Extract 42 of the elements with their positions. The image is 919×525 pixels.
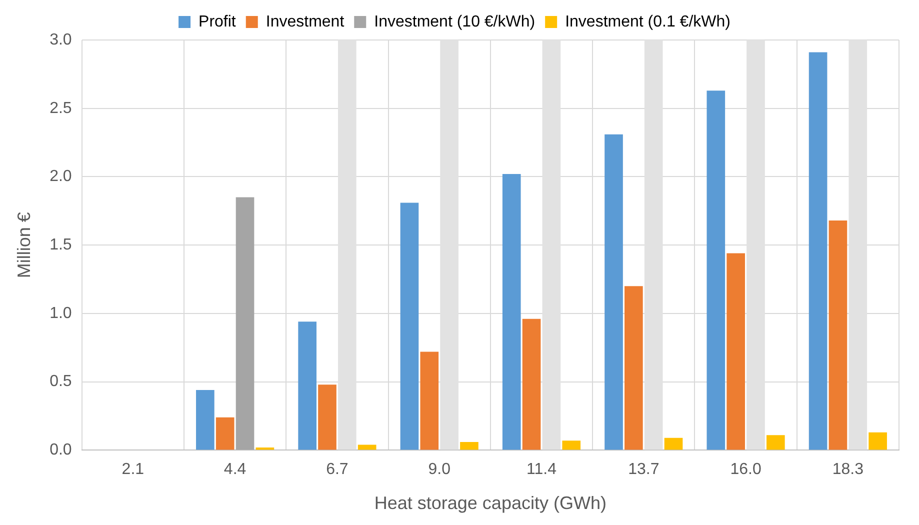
x-axis-title: Heat storage capacity (GWh) [374, 493, 606, 514]
x-tick-label: 13.7 [628, 461, 660, 478]
y-axis-title: Million € [14, 212, 34, 278]
bar [502, 174, 521, 450]
y-tick-label: 0.0 [50, 442, 72, 459]
y-tick-label: 0.5 [50, 373, 72, 390]
legend-label: Investment (10 €/kWh) [374, 13, 536, 30]
x-tick-label: 2.1 [122, 461, 144, 478]
legend-label: Investment (0.1 €/kWh) [565, 13, 730, 30]
bar [828, 220, 848, 450]
x-tick-label: 9.0 [428, 461, 451, 478]
bar [522, 318, 541, 450]
x-tick-label: 16.0 [730, 461, 762, 478]
y-tick-label: 2.5 [50, 100, 72, 117]
bar [706, 90, 726, 450]
bar [766, 435, 785, 450]
bar [624, 286, 643, 450]
y-tick-label: 2.0 [50, 168, 72, 186]
x-tick-label: 4.4 [224, 461, 246, 478]
bar [604, 134, 623, 450]
x-tick-label: 11.4 [526, 461, 557, 478]
bar [808, 52, 828, 450]
bar [196, 390, 214, 450]
bar [298, 322, 316, 450]
bar [358, 444, 376, 450]
bar [664, 438, 683, 450]
bar [460, 442, 478, 450]
y-tick-label: 1.0 [50, 304, 72, 322]
y-tick-label: 1.5 [50, 236, 72, 254]
x-tick-label: 18.3 [832, 461, 864, 478]
bar [562, 440, 581, 450]
bar [318, 384, 336, 450]
bar [216, 417, 234, 450]
x-tick-label: 6.7 [326, 461, 348, 478]
bar [726, 253, 745, 450]
y-tick-label: 3.0 [50, 31, 72, 48]
bar [420, 352, 439, 450]
bar [868, 432, 887, 450]
bar [400, 202, 419, 450]
bar [236, 197, 254, 450]
legend-label: Investment [266, 13, 345, 30]
legend-label: Profit [198, 13, 236, 30]
